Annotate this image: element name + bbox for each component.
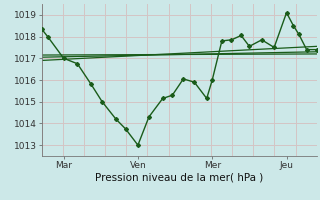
X-axis label: Pression niveau de la mer( hPa ): Pression niveau de la mer( hPa ) [95, 173, 263, 183]
